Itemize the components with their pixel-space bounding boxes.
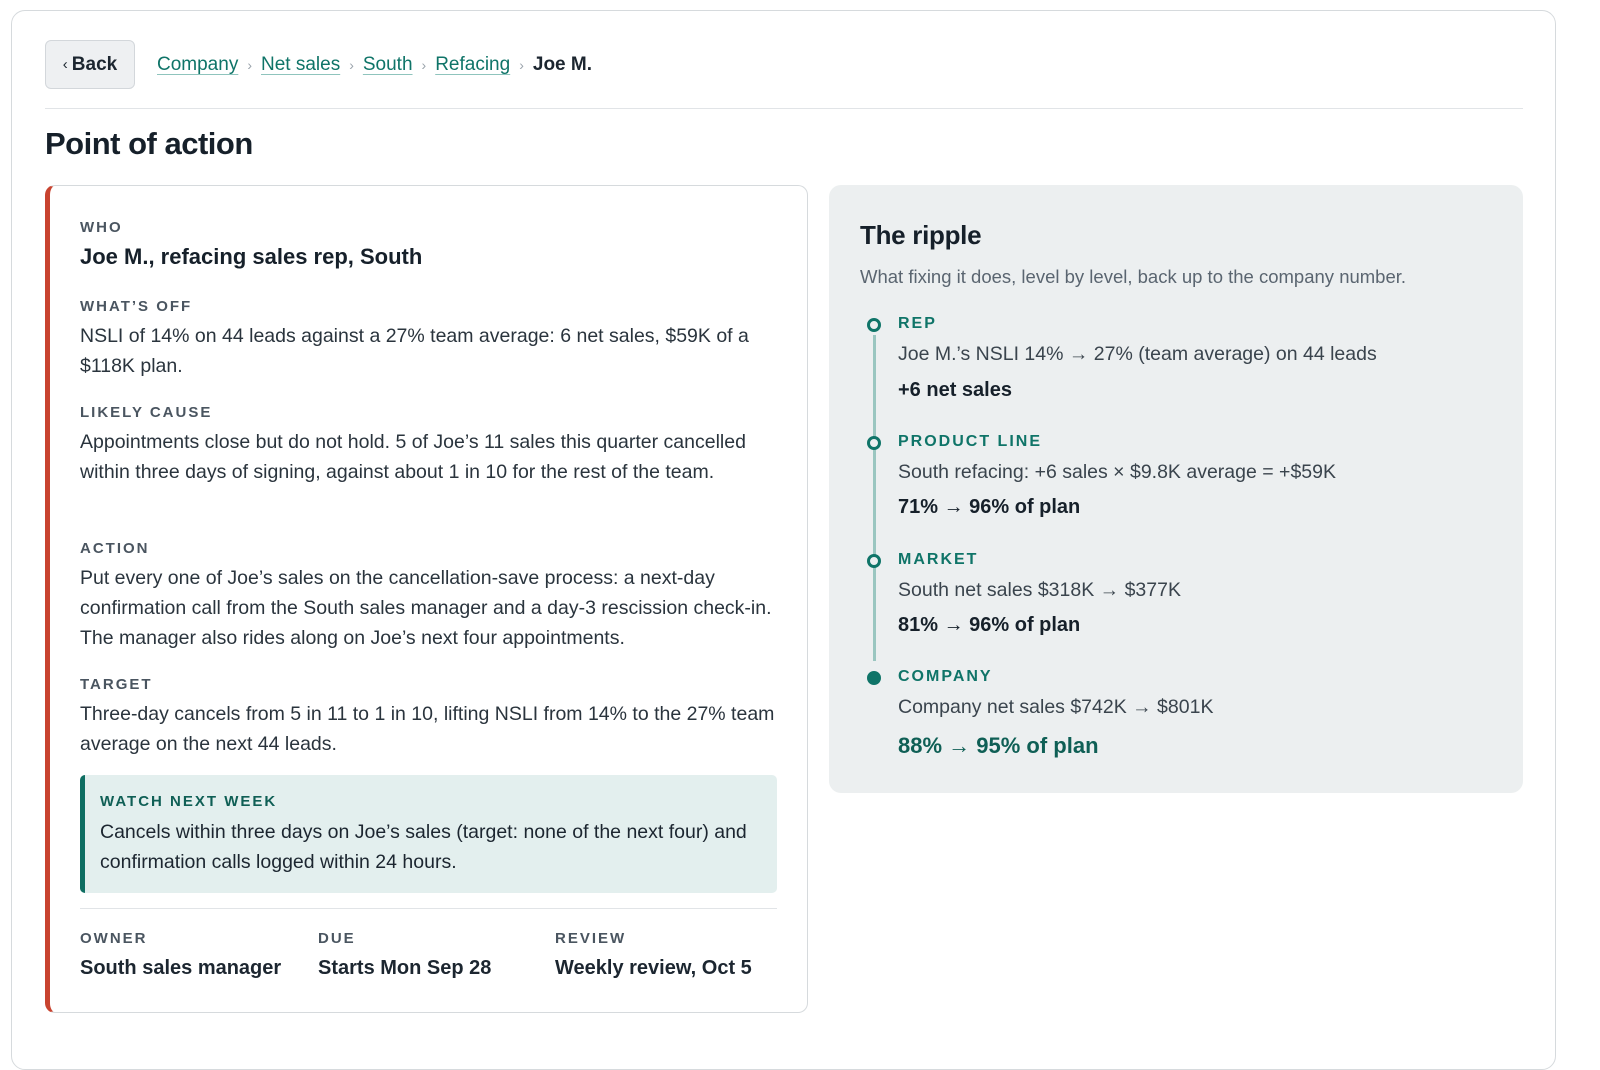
likely-cause-label: LIKELY CAUSE xyxy=(80,404,213,421)
action-text: Put every one of Joe’s sales on the canc… xyxy=(80,567,772,649)
watch-label: WATCH NEXT WEEK xyxy=(100,793,278,810)
timeline-connector xyxy=(873,335,876,661)
breadcrumb-separator-icon: › xyxy=(247,56,252,73)
level-result: +6 net sales xyxy=(898,379,1012,401)
ripple-title: The ripple xyxy=(860,220,982,250)
breadcrumb-refacing[interactable]: Refacing xyxy=(435,53,511,75)
level-description: South net sales $318K → $377K xyxy=(898,579,1181,601)
owner-value: South sales manager xyxy=(80,957,282,979)
watch-next-week-callout: WATCH NEXT WEEK Cancels within three day… xyxy=(80,775,777,893)
likely-cause-text: Appointments close but do not hold. 5 of… xyxy=(80,431,746,483)
level-result: 81% → 96% of plan xyxy=(898,614,1081,636)
action-label: ACTION xyxy=(80,540,150,557)
review-label: REVIEW xyxy=(555,930,627,947)
level-description: South refacing: +6 sales × $9.8K average… xyxy=(898,461,1336,483)
target-text: Three-day cancels from 5 in 11 to 1 in 1… xyxy=(80,703,775,755)
level-description: Company net sales $742K → $801K xyxy=(898,696,1214,718)
review-field: REVIEW Weekly review, Oct 5 xyxy=(555,930,752,980)
ripple-subtitle: What fixing it does, level by level, bac… xyxy=(860,266,1407,287)
chevron-left-icon: ‹ xyxy=(62,56,68,73)
due-value: Starts Mon Sep 28 xyxy=(318,957,492,979)
level-label: COMPANY xyxy=(898,668,993,685)
back-button[interactable]: ‹ Back xyxy=(45,40,135,89)
level-description: Joe M.’s NSLI 14% → 27% (team average) o… xyxy=(898,343,1377,365)
due-field: DUE Starts Mon Sep 28 xyxy=(318,930,491,980)
breadcrumb-company[interactable]: Company xyxy=(157,53,239,75)
ripple-panel: The ripple What fixing it does, level by… xyxy=(829,185,1523,793)
breadcrumb-current: Joe M. xyxy=(532,53,592,75)
who-label: WHO xyxy=(80,219,123,236)
owner-label: OWNER xyxy=(80,930,148,947)
breadcrumb-separator-icon: › xyxy=(519,56,524,73)
target-label: TARGET xyxy=(80,676,153,693)
owner-field: OWNER South sales manager xyxy=(80,930,281,980)
breadcrumb-separator-icon: › xyxy=(349,56,354,73)
action-card: WHO Joe M., refacing sales rep, South WH… xyxy=(45,185,808,1013)
who-value: Joe M., refacing sales rep, South xyxy=(80,244,423,269)
watch-text: Cancels within three days on Joe’s sales… xyxy=(100,821,747,873)
due-label: DUE xyxy=(318,930,356,947)
timeline-node-icon xyxy=(867,554,881,568)
review-value: Weekly review, Oct 5 xyxy=(555,957,752,979)
level-label: REP xyxy=(898,315,937,332)
card-divider xyxy=(80,908,777,909)
breadcrumb-separator-icon: › xyxy=(421,56,427,73)
back-label: Back xyxy=(71,53,118,75)
breadcrumb: Company › Net sales › South › Refacing ›… xyxy=(157,40,592,89)
breadcrumb-net-sales[interactable]: Net sales xyxy=(261,53,341,75)
top-nav: ‹ Back Company › Net sales › South › Ref… xyxy=(45,40,1523,109)
whats-off-text: NSLI of 14% on 44 leads against a 27% te… xyxy=(80,325,749,377)
timeline-node-icon xyxy=(867,318,881,332)
breadcrumb-south[interactable]: South xyxy=(362,53,413,75)
timeline-node-filled-icon xyxy=(867,671,881,685)
level-label: PRODUCT LINE xyxy=(898,433,1042,450)
timeline-node-icon xyxy=(867,436,881,450)
page-title: Point of action xyxy=(45,126,253,161)
level-result: 71% → 96% of plan xyxy=(898,496,1081,518)
level-label: MARKET xyxy=(898,551,979,568)
whats-off-label: WHAT’S OFF xyxy=(80,298,193,315)
level-result: 88% → 95% of plan xyxy=(898,733,1099,758)
